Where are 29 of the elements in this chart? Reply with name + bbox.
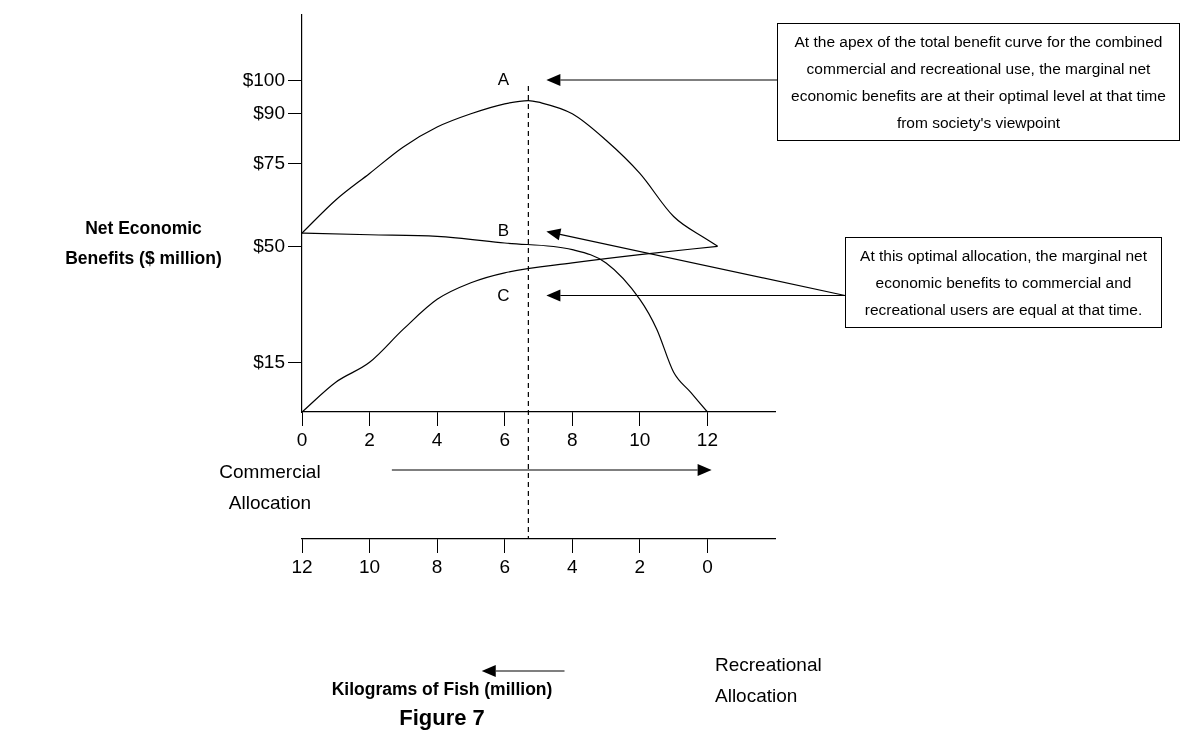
x2-axis-title: Recreational Allocation: [715, 653, 823, 708]
x-tick-label: 0: [296, 428, 308, 450]
y-tick-label: $90: [253, 102, 285, 124]
x2-tick-label: 10: [359, 555, 381, 577]
annotation: A: [496, 69, 511, 91]
x-tick-label: 6: [499, 428, 510, 450]
annotation: C: [496, 284, 511, 307]
x2-tick-label: 8: [431, 555, 443, 577]
y-tick-label: $50: [253, 234, 285, 256]
x2-tick-label: 12: [291, 555, 313, 577]
text: At the apex of the total benefit curve for the combined commercial and recreational use, the marginal net economic benefits are at their optimal level at that time from society's viewpoint: [777, 23, 1180, 141]
text: At this optimal allocation, the marginal net economic benefits to commercial and recreational users are equal at that time.: [845, 237, 1162, 328]
text: Figure 7: [398, 705, 486, 730]
text: Kilograms of Fish (million): [330, 679, 554, 700]
x-tick-label: 4: [431, 428, 443, 450]
y-tick-label: $75: [253, 151, 285, 173]
x2-tick-label: 2: [634, 555, 646, 577]
x-tick-label: 10: [629, 428, 651, 450]
x2-tick-label: 6: [499, 555, 510, 577]
y-tick-label: $100: [242, 68, 285, 90]
y-axis-title: Net Economic Benefits ($ million): [64, 217, 223, 271]
x2-tick-label: 0: [702, 555, 713, 577]
x-axis-title: Commercial Allocation: [218, 460, 322, 515]
x2-tick-label: 4: [567, 555, 578, 577]
x-tick-label: 12: [696, 428, 718, 450]
x-tick-label: 2: [364, 428, 375, 450]
annotation: B: [496, 220, 511, 243]
x-tick-label: 8: [567, 428, 578, 450]
y-tick-label: $15: [253, 350, 285, 372]
